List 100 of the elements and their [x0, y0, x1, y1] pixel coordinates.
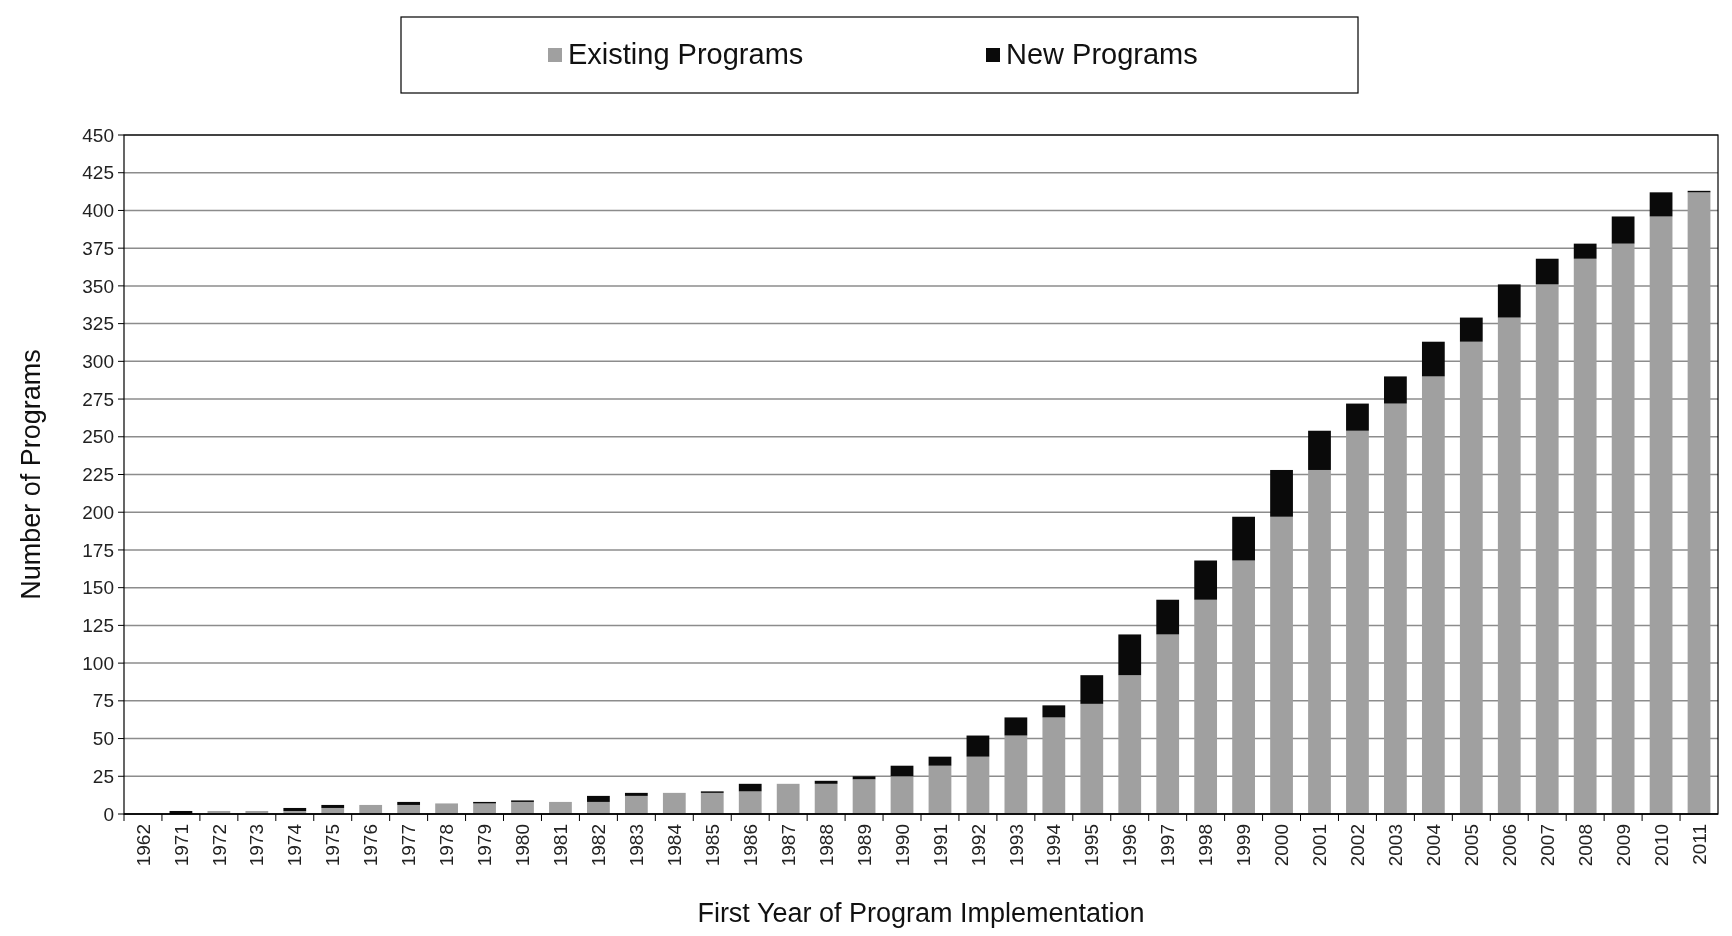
- x-tick-label: 2001: [1309, 824, 1331, 867]
- x-tick-label: 2005: [1460, 824, 1482, 867]
- x-tick-label: 1994: [1043, 823, 1065, 867]
- bar: [1080, 675, 1104, 704]
- bar: [1004, 735, 1028, 814]
- y-tick-label: 425: [82, 162, 114, 184]
- y-tick-label: 325: [82, 313, 114, 335]
- x-tick-label: 1983: [626, 824, 648, 867]
- bar: [1042, 717, 1066, 814]
- x-tick-label: 1971: [170, 824, 192, 867]
- legend-label: Existing Programs: [568, 38, 804, 70]
- x-tick-label: 1998: [1195, 824, 1217, 867]
- bar: [624, 795, 648, 814]
- x-tick-label: 1975: [322, 824, 344, 867]
- bar: [1118, 634, 1142, 676]
- y-axis-title: Number of Programs: [16, 349, 46, 600]
- legend-label: New Programs: [1006, 38, 1198, 70]
- y-tick-label: 225: [82, 464, 114, 486]
- bar: [1156, 634, 1180, 814]
- bar: [587, 801, 610, 814]
- x-tick-label: 1976: [360, 824, 382, 867]
- bar: [662, 792, 686, 814]
- x-tick-label: 2002: [1347, 824, 1369, 867]
- bar: [397, 801, 421, 805]
- x-tick-label: 1977: [398, 824, 420, 867]
- x-axis-title: First Year of Program Implementation: [697, 898, 1145, 928]
- bar: [852, 779, 876, 814]
- y-tick-label: 275: [82, 388, 114, 410]
- bar: [966, 735, 990, 757]
- bar: [738, 783, 762, 792]
- y-tick-label: 450: [82, 124, 114, 146]
- x-tick-label: 1982: [588, 824, 610, 867]
- bar: [1346, 430, 1369, 814]
- y-tick-label: 175: [82, 539, 114, 561]
- bar: [1459, 317, 1483, 342]
- x-tick-label: 1981: [550, 824, 572, 867]
- bar: [587, 795, 610, 802]
- x-tick-label: 2003: [1385, 824, 1407, 867]
- bar: [966, 756, 990, 814]
- x-tick-label: 2009: [1612, 824, 1634, 867]
- bar: [1535, 258, 1559, 285]
- bar: [814, 780, 838, 784]
- x-tick-label: 1999: [1233, 824, 1255, 867]
- bar: [1459, 341, 1483, 814]
- bar: [1421, 376, 1445, 814]
- y-tick-label: 75: [92, 690, 114, 712]
- bar: [1004, 717, 1028, 736]
- bar: [852, 776, 876, 780]
- bar: [1270, 469, 1293, 517]
- bar: [1573, 258, 1597, 814]
- x-tick-label: 1974: [284, 823, 306, 867]
- bar: [1497, 284, 1521, 318]
- bar: [776, 783, 800, 814]
- x-tick-label: 2006: [1498, 824, 1520, 867]
- bar: [283, 807, 307, 811]
- x-tick-label: 1986: [739, 824, 761, 867]
- bar: [1535, 284, 1559, 814]
- x-tick-label: 1962: [132, 824, 154, 867]
- x-tick-label: 1984: [663, 823, 685, 867]
- bar: [624, 792, 648, 796]
- bar: [1649, 216, 1673, 814]
- bar: [1194, 599, 1218, 814]
- y-tick-label: 100: [82, 652, 114, 674]
- bar: [1687, 192, 1711, 814]
- x-tick-label: 2010: [1650, 824, 1672, 867]
- x-tick-label: 1987: [777, 824, 799, 867]
- bar: [1042, 705, 1066, 718]
- bar: [700, 792, 724, 814]
- x-tick-label: 1992: [967, 824, 989, 867]
- bar: [321, 804, 345, 808]
- y-tick-label: 300: [82, 350, 114, 372]
- x-tick-label: 2000: [1271, 824, 1293, 867]
- y-tick-label: 375: [82, 237, 114, 259]
- x-tick-label: 2004: [1423, 823, 1445, 867]
- bar: [928, 756, 952, 766]
- bar: [890, 765, 914, 777]
- y-tick-label: 50: [92, 728, 114, 750]
- x-tick-label: 1988: [815, 824, 837, 867]
- bar: [511, 801, 534, 814]
- bar: [549, 801, 572, 814]
- y-tick-label: 200: [82, 501, 114, 523]
- bar: [814, 783, 838, 814]
- x-tick-label: 1980: [512, 824, 534, 867]
- bar: [1308, 469, 1331, 814]
- bar: [473, 803, 496, 814]
- x-tick-label: 1997: [1157, 824, 1179, 867]
- x-tick-label: 1979: [474, 824, 496, 867]
- bar: [928, 765, 952, 814]
- bar: [1611, 243, 1635, 814]
- y-tick-label: 125: [82, 615, 114, 637]
- x-tick-label: 1990: [891, 824, 913, 867]
- y-tick-label: 250: [82, 426, 114, 448]
- x-tick-label: 1995: [1081, 824, 1103, 867]
- x-tick-label: 2008: [1574, 824, 1596, 867]
- bar: [1384, 376, 1407, 404]
- x-tick-label: 1989: [853, 824, 875, 867]
- bar: [435, 803, 458, 814]
- y-tick-label: 0: [103, 803, 114, 825]
- bar: [1611, 216, 1635, 244]
- x-tick-label: 1985: [701, 824, 723, 867]
